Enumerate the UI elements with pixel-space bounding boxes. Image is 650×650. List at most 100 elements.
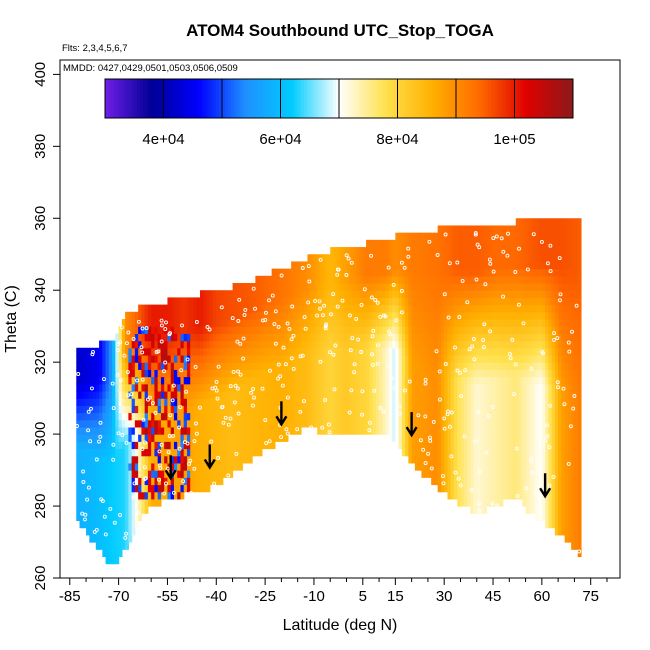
field-cell	[160, 491, 165, 500]
field-cell	[131, 398, 136, 406]
field-cell	[258, 383, 263, 392]
field-cell	[457, 283, 462, 291]
field-cell	[310, 268, 315, 277]
field-cell	[512, 247, 517, 255]
field-cell	[571, 376, 576, 385]
field-cell	[200, 455, 204, 464]
field-cell	[440, 275, 445, 284]
field-cell	[173, 354, 178, 363]
field-cell	[92, 426, 97, 435]
field-cell	[395, 275, 400, 284]
field-cell	[138, 333, 142, 342]
field-cell	[170, 376, 175, 385]
field-cell	[261, 275, 266, 284]
field-cell	[431, 239, 436, 248]
field-cell	[577, 311, 582, 320]
field-cell	[457, 268, 462, 277]
field-cell	[483, 383, 488, 392]
field-cell	[424, 398, 429, 406]
field-cell	[528, 225, 533, 234]
field-cell	[294, 362, 299, 370]
field-cell	[255, 290, 260, 299]
field-cell	[450, 426, 455, 435]
field-cell	[252, 326, 256, 334]
field-cell	[151, 354, 156, 363]
field-cell	[216, 470, 221, 478]
field-cell	[252, 376, 256, 385]
field-cell	[366, 283, 370, 291]
field-cell	[525, 268, 530, 277]
field-cell	[294, 326, 299, 334]
field-cell	[336, 383, 341, 392]
field-cell	[115, 513, 120, 522]
field-cell	[512, 362, 517, 370]
field-cell	[160, 362, 165, 370]
field-cell	[147, 462, 152, 471]
field-cell	[375, 419, 380, 428]
field-cell	[535, 261, 540, 270]
field-cell	[261, 419, 266, 428]
field-cell	[431, 448, 436, 457]
field-cell	[414, 383, 419, 392]
field-cell	[528, 304, 533, 313]
field-cell	[444, 412, 449, 421]
field-cell	[356, 247, 361, 255]
field-cell	[206, 405, 211, 414]
field-cell	[125, 426, 129, 435]
field-cell	[219, 419, 224, 428]
field-cell	[408, 254, 413, 263]
field-cell	[499, 340, 504, 349]
field-cell	[398, 347, 403, 356]
field-cell	[486, 333, 491, 342]
field-cell	[333, 340, 338, 349]
field-cell	[395, 290, 400, 299]
field-cell	[128, 311, 133, 320]
field-cell	[538, 369, 543, 378]
field-cell	[502, 462, 507, 471]
field-cell	[525, 426, 530, 435]
field-cell	[196, 426, 201, 435]
field-cell	[476, 283, 481, 291]
field-cell	[131, 513, 136, 522]
field-cell	[421, 419, 426, 428]
field-cell	[509, 326, 514, 334]
field-cell	[440, 354, 445, 363]
sample-point	[98, 420, 103, 425]
field-cell	[460, 239, 465, 248]
field-cell	[528, 434, 533, 442]
field-cell	[121, 462, 126, 471]
field-cell	[216, 354, 221, 363]
field-cell	[440, 484, 445, 493]
field-cell	[525, 283, 530, 291]
field-cell	[499, 405, 504, 414]
field-cell	[79, 513, 84, 522]
field-cell	[125, 326, 129, 334]
field-cell	[304, 362, 309, 370]
field-cell	[216, 434, 221, 442]
field-cell	[453, 340, 458, 349]
field-cell	[131, 376, 136, 385]
field-cell	[440, 412, 445, 421]
field-cell	[388, 340, 393, 349]
field-cell	[496, 239, 501, 248]
field-cell	[447, 297, 452, 306]
sample-point	[570, 329, 574, 334]
field-cell	[160, 426, 165, 435]
field-cell	[457, 448, 462, 457]
field-cell	[444, 333, 449, 342]
field-cell	[434, 261, 439, 270]
field-cell	[427, 412, 432, 421]
sample-point	[167, 434, 172, 438]
field-cell	[317, 405, 322, 414]
field-cell	[209, 477, 214, 486]
field-cell	[190, 326, 195, 334]
field-cell	[356, 340, 361, 349]
field-cell	[424, 333, 429, 342]
field-cell	[453, 304, 458, 313]
field-cell	[535, 470, 540, 478]
field-cell	[258, 376, 263, 385]
field-cell	[359, 333, 364, 342]
field-cell	[440, 369, 445, 378]
field-cell	[121, 448, 126, 457]
field-cell	[320, 383, 325, 392]
